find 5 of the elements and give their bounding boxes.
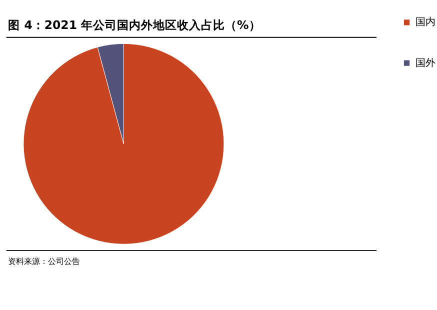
legend-label: 国外 — [415, 58, 436, 69]
text: 资料来源：公司公告 — [8, 256, 80, 266]
pie-slice — [23, 43, 224, 244]
legend-label: 国内 — [415, 16, 436, 28]
chart-title: 图 4：2021 年公司国内外地区收入占比（%） — [8, 18, 261, 32]
